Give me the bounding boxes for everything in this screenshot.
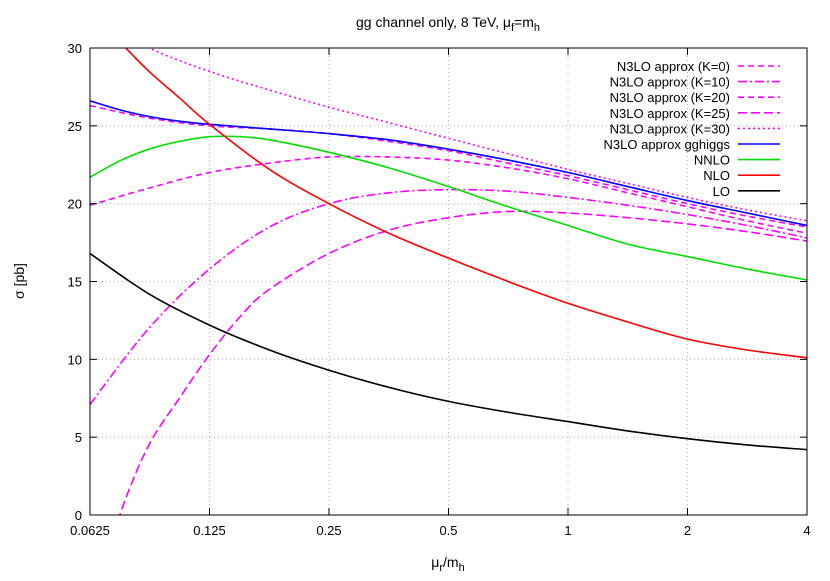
legend-entry-label: N3LO approx gghiggs — [604, 137, 731, 152]
legend-entry-label: N3LO approx (K=30) — [610, 121, 730, 136]
axis-ticks: 0.0625 0.125 0.25 0.5 1 2 4 0 5 10 15 20 25 30 — [68, 41, 811, 538]
y-tick-label: 15 — [68, 275, 82, 290]
series-line — [90, 252, 807, 451]
chart-title: gg channel only, 8 TeV, μf=mh — [356, 14, 540, 34]
series-line — [90, 188, 807, 405]
x-axis-label: μr/mh — [431, 554, 464, 574]
legend-entry-label: LO — [713, 184, 730, 199]
series-line — [90, 100, 807, 227]
series-lines — [90, 48, 807, 515]
legend: N3LO approx (K=0)N3LO approx (K=10)N3LO … — [604, 59, 780, 199]
x-tick-label: 2 — [684, 523, 691, 538]
legend-entry-label: N3LO approx (K=20) — [610, 90, 730, 105]
series-line — [90, 135, 807, 281]
x-tick-label: 0.25 — [316, 523, 341, 538]
series-line — [147, 48, 807, 222]
x-tick-label: 4 — [803, 523, 810, 538]
x-tick-label: 1 — [564, 523, 571, 538]
legend-entry-label: NLO — [703, 168, 730, 183]
x-tick-label: 0.0625 — [70, 523, 110, 538]
y-tick-label: 5 — [75, 430, 82, 445]
y-axis-label: σ [pb] — [11, 263, 27, 299]
y-tick-label: 25 — [68, 119, 82, 134]
legend-entry-label: NNLO — [694, 153, 730, 168]
y-tick-label: 10 — [68, 352, 82, 367]
x-tick-label: 0.5 — [439, 523, 457, 538]
legend-entry-label: N3LO approx (K=25) — [610, 106, 730, 121]
x-tick-label: 0.125 — [193, 523, 226, 538]
y-tick-label: 30 — [68, 41, 82, 56]
y-tick-label: 0 — [75, 508, 82, 523]
series-line — [124, 48, 807, 359]
series-line — [118, 210, 807, 515]
y-tick-label: 20 — [68, 197, 82, 212]
series-line — [90, 155, 807, 235]
legend-entry-label: N3LO approx (K=10) — [610, 75, 730, 90]
legend-entry-label: N3LO approx (K=0) — [617, 59, 730, 74]
series-line — [90, 104, 807, 228]
